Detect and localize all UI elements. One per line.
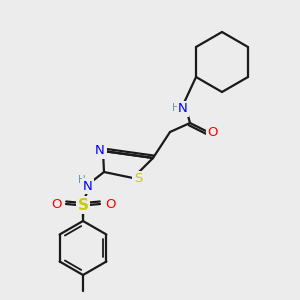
Text: O: O (208, 127, 218, 140)
Text: N: N (83, 179, 93, 193)
Text: S: S (77, 197, 88, 212)
Text: H: H (78, 175, 86, 185)
Text: O: O (51, 197, 61, 211)
Text: O: O (105, 197, 115, 211)
Text: S: S (134, 172, 142, 185)
Text: N: N (178, 103, 188, 116)
Text: H: H (172, 103, 180, 113)
Text: N: N (95, 145, 105, 158)
